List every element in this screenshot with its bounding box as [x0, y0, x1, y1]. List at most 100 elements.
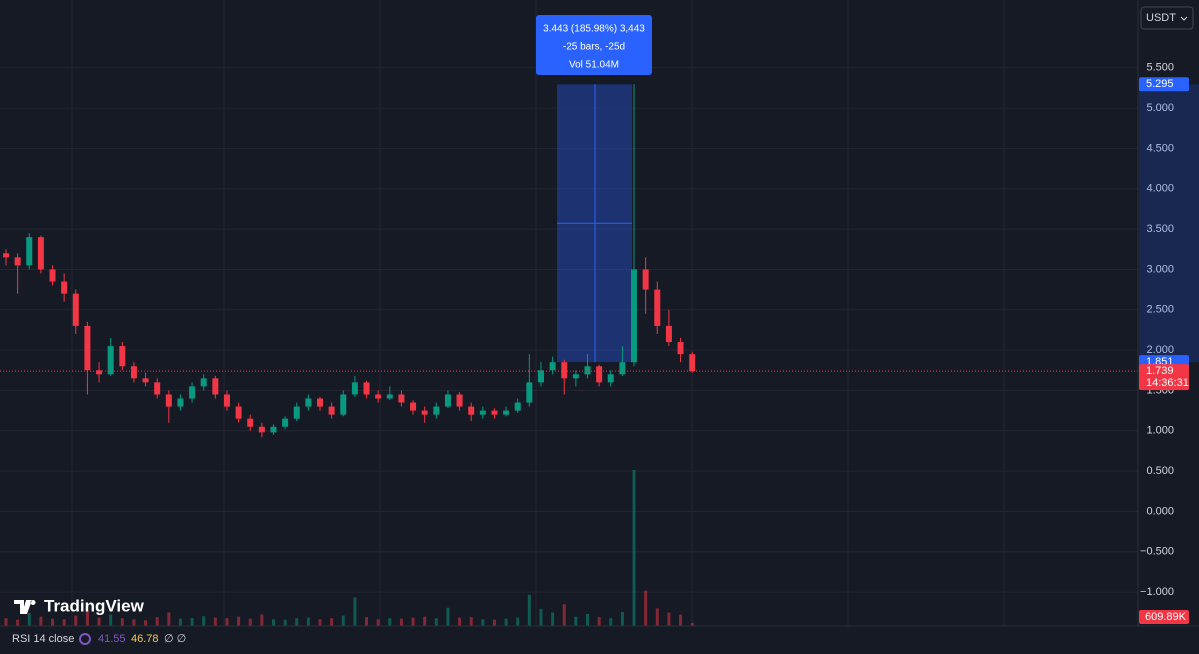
volume-bar [446, 607, 450, 626]
measure-top-tag-bg [1139, 77, 1189, 92]
y-tick-label: 3.000 [1146, 263, 1174, 275]
y-tick-label: 5.500 [1146, 62, 1174, 74]
measure-tooltip-line: Vol 51.04M [569, 60, 619, 71]
candle-body [177, 398, 184, 407]
plot [0, 84, 1138, 626]
measure-tooltip-line: -25 bars, -25d [563, 42, 625, 53]
axis-highlight [1139, 84, 1199, 363]
measure-tooltip [536, 15, 652, 75]
volume-bar [283, 619, 287, 626]
volume-bar [620, 611, 624, 626]
candle-body [689, 354, 696, 372]
candle-body [665, 325, 672, 343]
volume-tag: 609.89K [1145, 611, 1187, 623]
y-tick-label: 2.500 [1146, 304, 1174, 316]
volume-bar [632, 470, 636, 626]
logo-text: TradingView [44, 596, 145, 615]
candle-body [654, 289, 661, 326]
last-price: 1.739 [1146, 365, 1174, 377]
candle-body [503, 410, 510, 415]
candle-body [235, 406, 242, 419]
volume-bar [609, 618, 613, 626]
volume-bar [190, 618, 194, 626]
candle-body [537, 370, 544, 383]
volume-bar [679, 614, 683, 626]
candle-body [526, 382, 533, 403]
candle-body [305, 398, 312, 407]
volume-bar [155, 617, 159, 626]
volume-bar [574, 616, 578, 626]
candle-body [119, 346, 126, 367]
candle-body [72, 293, 79, 326]
candle-body [421, 410, 428, 415]
volume-bar [341, 615, 345, 626]
volume-bar [237, 616, 241, 626]
volume-bar [481, 619, 485, 626]
countdown: 14:36:31 [1146, 377, 1189, 389]
volume-bar [492, 619, 496, 626]
candle-body [351, 382, 358, 395]
candle-body [607, 374, 614, 383]
volume-bar [202, 616, 206, 626]
last-price-bg [1139, 364, 1189, 391]
volume-bar [260, 614, 264, 626]
volume-bar [109, 614, 113, 626]
y-tick-label: 5.000 [1146, 102, 1174, 114]
currency[interactable]: USDT [1146, 12, 1176, 24]
volume-bar [527, 594, 531, 626]
volume-bar [551, 612, 555, 626]
volume-bar [376, 619, 380, 626]
volume-bar [248, 618, 252, 626]
volume-bar [365, 617, 369, 626]
volume-bar [120, 618, 124, 626]
volume-bar [434, 618, 438, 626]
volume-bar [411, 617, 415, 626]
candle-body [165, 394, 172, 407]
volume-bar [51, 618, 55, 626]
y-tick-label: 3.500 [1146, 223, 1174, 235]
measure-tooltip-line: 3.443 (185.98%) 3,443 [543, 24, 645, 35]
candle-body [142, 378, 149, 383]
dropdown-arrow [1180, 16, 1188, 21]
indicator-value: 46.78 [131, 633, 159, 645]
volume-bar [504, 618, 508, 626]
currency-select[interactable]: USDT [1140, 6, 1194, 30]
volume-tag-bg [1139, 610, 1189, 624]
candle-body [223, 394, 230, 407]
volume-bar [132, 619, 136, 626]
volume-bar [644, 590, 648, 626]
y-tick-label: 1.000 [1146, 425, 1174, 437]
volume-bar [516, 617, 520, 626]
candle-body [677, 342, 684, 355]
candle-body [26, 237, 33, 266]
y-tick-label: 0.000 [1146, 505, 1174, 517]
candle-body [479, 410, 486, 415]
candle-body [328, 406, 335, 415]
candle-body [386, 394, 393, 399]
indicator-legend: RSI 14 close 41.55 46.78 ∅ ∅ [12, 633, 186, 645]
y-tick-label: 0.500 [1146, 465, 1174, 477]
candle-body [491, 410, 498, 415]
candle-body [561, 362, 568, 379]
candle-body [456, 394, 463, 407]
candle-body [410, 402, 417, 411]
volume-bar [39, 616, 43, 626]
candle-body [375, 394, 382, 399]
candle-body [212, 378, 219, 395]
volume-bar [225, 618, 229, 626]
volume-bar [97, 617, 101, 626]
volume-bar [597, 617, 601, 626]
y-tick-label: 4.000 [1146, 183, 1174, 195]
candle-body [107, 346, 114, 375]
volume-bar [167, 612, 171, 626]
volume-bar [295, 618, 299, 626]
volume-bar [62, 619, 66, 626]
candle-body [468, 406, 475, 415]
y-tick-label: 4.500 [1146, 142, 1174, 154]
volume-bar [74, 615, 78, 626]
candle-body [631, 269, 638, 363]
volume-bar [85, 610, 89, 626]
